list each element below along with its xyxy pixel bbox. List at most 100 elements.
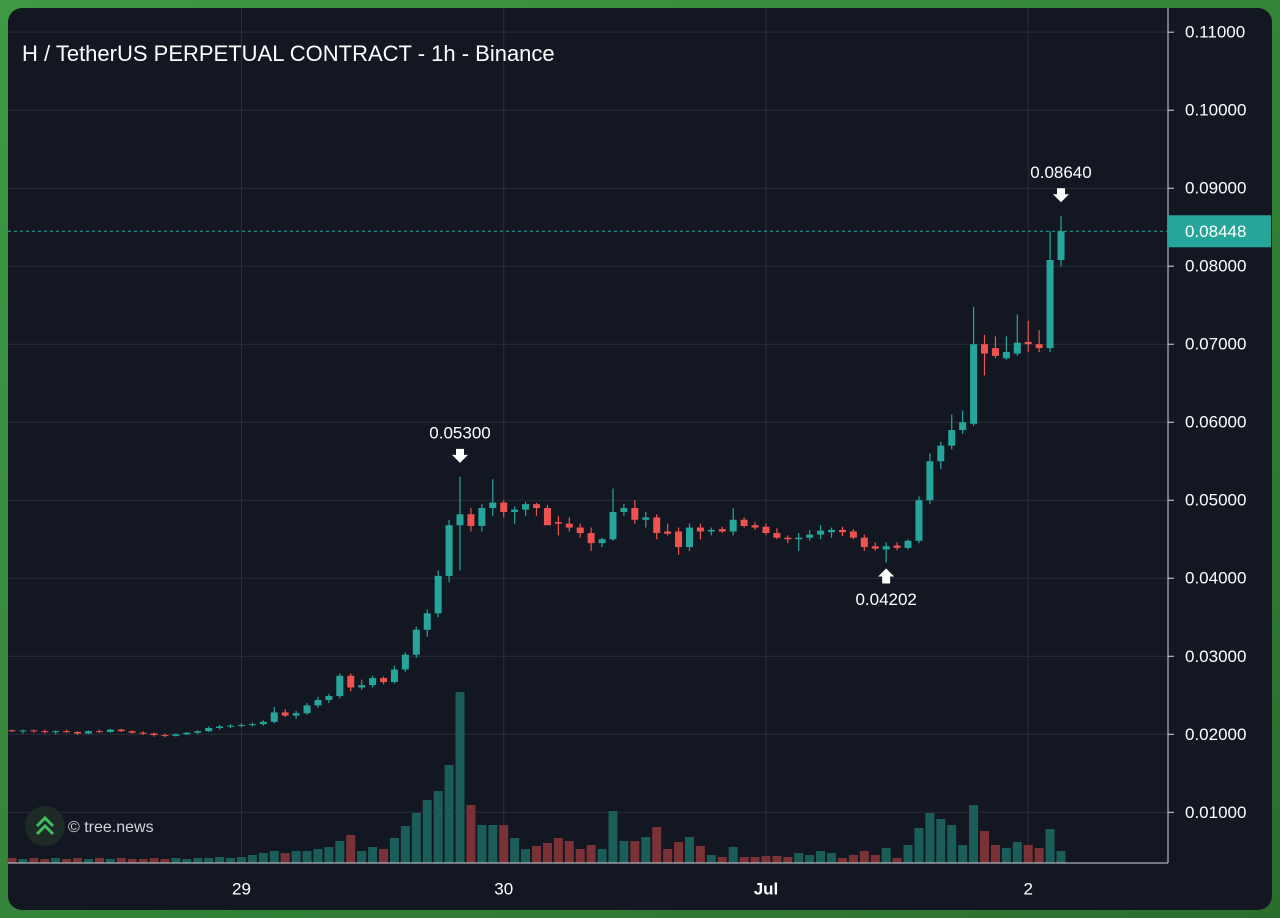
- candle-body: [915, 500, 923, 541]
- volume-bar: [269, 851, 279, 863]
- volume-bar: [859, 851, 869, 863]
- volume-bar: [1034, 848, 1044, 863]
- grid: [8, 8, 1168, 863]
- volume-bar: [466, 805, 476, 863]
- panel: [8, 8, 1272, 910]
- volume-bar: [827, 853, 837, 863]
- volume-bar: [94, 858, 104, 863]
- volume-bar: [357, 851, 367, 863]
- candle-body: [325, 696, 333, 700]
- volume-bar: [914, 828, 924, 863]
- candle-body: [926, 461, 934, 501]
- volume-bar: [1056, 851, 1066, 863]
- plot: [7, 216, 1066, 863]
- candle-body: [500, 502, 508, 512]
- candle-body: [95, 731, 103, 733]
- volume-bar: [138, 859, 148, 863]
- candle-body: [336, 675, 344, 697]
- candle-body: [653, 517, 661, 534]
- volume-bar: [368, 847, 378, 863]
- candle-body: [314, 699, 322, 706]
- candle-body: [227, 725, 235, 727]
- volume-bar: [521, 849, 531, 863]
- x-tick-label: Jul: [754, 879, 779, 898]
- annotation-arrow: [1053, 188, 1069, 203]
- watermark: © tree.news: [68, 819, 154, 836]
- volume-bar: [870, 855, 880, 863]
- y-tick-label: 0.11000: [1185, 23, 1245, 42]
- candle-body: [598, 539, 606, 544]
- candle-body: [860, 537, 868, 548]
- volume-bar: [335, 841, 345, 863]
- candle-body: [30, 730, 38, 732]
- y-tick-label: 0.06000: [1185, 413, 1246, 432]
- volume-bar: [761, 856, 771, 863]
- candle-body: [817, 530, 825, 535]
- y-tick-label: 0.01000: [1185, 803, 1246, 822]
- candle-body: [478, 508, 486, 526]
- candle-body: [139, 732, 147, 734]
- candle-body: [281, 712, 289, 716]
- candle-body: [248, 724, 256, 726]
- candle-body: [369, 678, 377, 686]
- volume-bar: [794, 853, 804, 863]
- candle-body: [194, 731, 202, 733]
- volume-bar: [116, 858, 126, 863]
- candle-body: [412, 629, 420, 655]
- volume-bar: [630, 841, 640, 863]
- volume-bar: [247, 855, 257, 863]
- candle-body: [380, 678, 388, 683]
- candle-body: [41, 731, 49, 733]
- volume-bar: [29, 858, 39, 863]
- candle-body: [401, 654, 409, 670]
- candle-body: [642, 517, 650, 520]
- candle-body: [849, 531, 857, 538]
- volume-bar: [204, 858, 214, 863]
- candle-body: [620, 508, 628, 512]
- volume-bar: [1023, 845, 1033, 863]
- candle-body: [587, 533, 595, 544]
- annotation-arrow: [878, 568, 895, 584]
- volume-bar: [936, 819, 946, 863]
- candle-body: [63, 731, 71, 733]
- annotation-label: 0.04202: [855, 590, 916, 609]
- candle-body: [522, 504, 530, 510]
- candle-body: [52, 731, 60, 733]
- candle-body: [303, 705, 311, 714]
- volume-bar: [433, 791, 443, 863]
- volume-bar: [1012, 842, 1022, 863]
- volume-bar: [18, 859, 28, 863]
- volume-bar: [291, 851, 301, 863]
- volume-bar: [641, 837, 651, 863]
- volume-bar: [958, 845, 968, 863]
- candle-body: [216, 726, 224, 729]
- annotation-label: 0.05300: [429, 423, 490, 442]
- candle-body: [128, 731, 136, 733]
- volume-bar: [848, 855, 858, 863]
- candle-body: [292, 713, 300, 716]
- volume-bar: [652, 827, 662, 863]
- volume-bar: [663, 849, 673, 863]
- candle-body: [773, 533, 781, 538]
- volume-bar: [816, 851, 826, 863]
- volume-bar: [969, 805, 979, 863]
- volume-bar: [881, 848, 891, 863]
- y-tick-label: 0.04000: [1185, 569, 1246, 588]
- volume-bar: [499, 825, 509, 863]
- candle-body: [456, 514, 464, 526]
- volume-bar: [477, 825, 487, 863]
- candle-body: [445, 525, 453, 576]
- candle-body: [664, 531, 672, 534]
- volume-bar: [160, 859, 170, 863]
- candle-body: [1057, 231, 1065, 260]
- candle-body: [259, 721, 267, 725]
- volume-bar: [553, 838, 563, 863]
- volume-bar: [324, 847, 334, 863]
- last-price-tag: [1168, 215, 1271, 248]
- candle-body: [543, 508, 551, 526]
- candle-body: [871, 546, 879, 549]
- candle-body: [893, 545, 901, 548]
- annotation-label: 0.08640: [1030, 163, 1091, 182]
